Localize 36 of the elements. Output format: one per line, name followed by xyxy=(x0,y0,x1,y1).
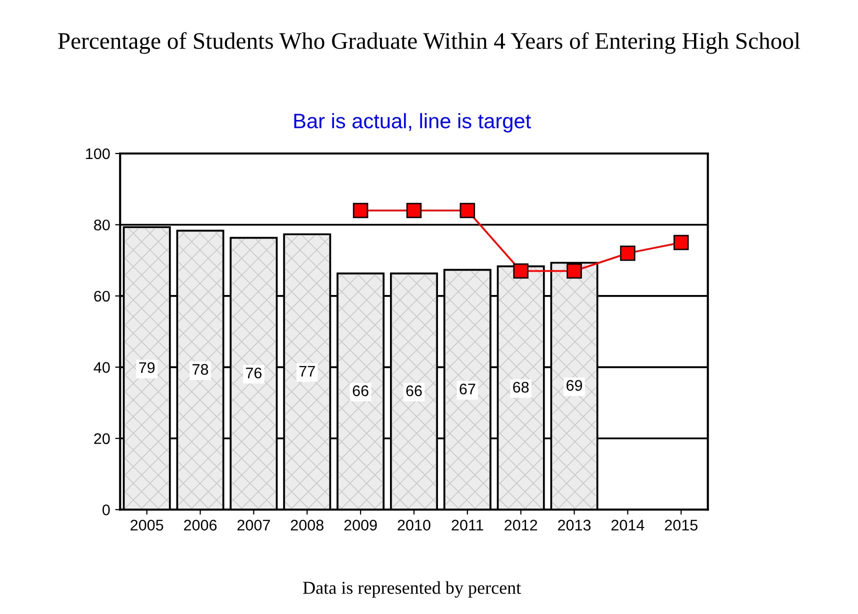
data-label: 79 xyxy=(139,362,155,374)
chart-title: Percentage of Students Who Graduate Within 4 Years of Entering High School xyxy=(58,32,800,54)
data-label: 66 xyxy=(406,385,422,396)
point xyxy=(352,202,368,218)
x-tick-label: 2014 xyxy=(611,520,644,531)
y-tick-label: 40 xyxy=(94,362,110,373)
data-label: 69 xyxy=(566,380,582,391)
y-tick-label: 20 xyxy=(94,433,110,444)
chart-subtitle: Bar is actual, line is target xyxy=(294,113,531,133)
point xyxy=(673,234,689,250)
point xyxy=(566,263,582,279)
data-label: 76 xyxy=(246,368,262,378)
point xyxy=(513,263,528,279)
x-tick-label: 2009 xyxy=(344,520,377,531)
data-label: 66 xyxy=(352,385,368,396)
data-label: 67 xyxy=(460,384,476,394)
y-tick-label: 100 xyxy=(86,148,110,160)
x-tick-label: 2010 xyxy=(398,520,430,531)
point xyxy=(620,246,636,261)
y-tick-label: 80 xyxy=(94,220,110,230)
data-label: 78 xyxy=(192,364,208,375)
point xyxy=(406,202,422,218)
text: Data is represented by percent xyxy=(303,581,522,598)
x-tick-label: 2008 xyxy=(290,520,324,531)
x-tick-label: 2005 xyxy=(130,520,164,531)
y-tick-label: 0 xyxy=(102,504,110,516)
data-label: 77 xyxy=(299,366,315,376)
x-tick-label: 2006 xyxy=(184,520,217,531)
x-tick-label: 2012 xyxy=(504,520,538,531)
y-tick-label: 60 xyxy=(94,290,110,302)
x-tick-label: 2011 xyxy=(452,520,484,531)
x-tick-label: 2007 xyxy=(237,520,270,531)
x-tick-label: 2013 xyxy=(558,520,591,531)
data-label: 68 xyxy=(513,382,529,393)
x-tick-label: 2015 xyxy=(664,520,698,531)
point xyxy=(460,202,476,218)
